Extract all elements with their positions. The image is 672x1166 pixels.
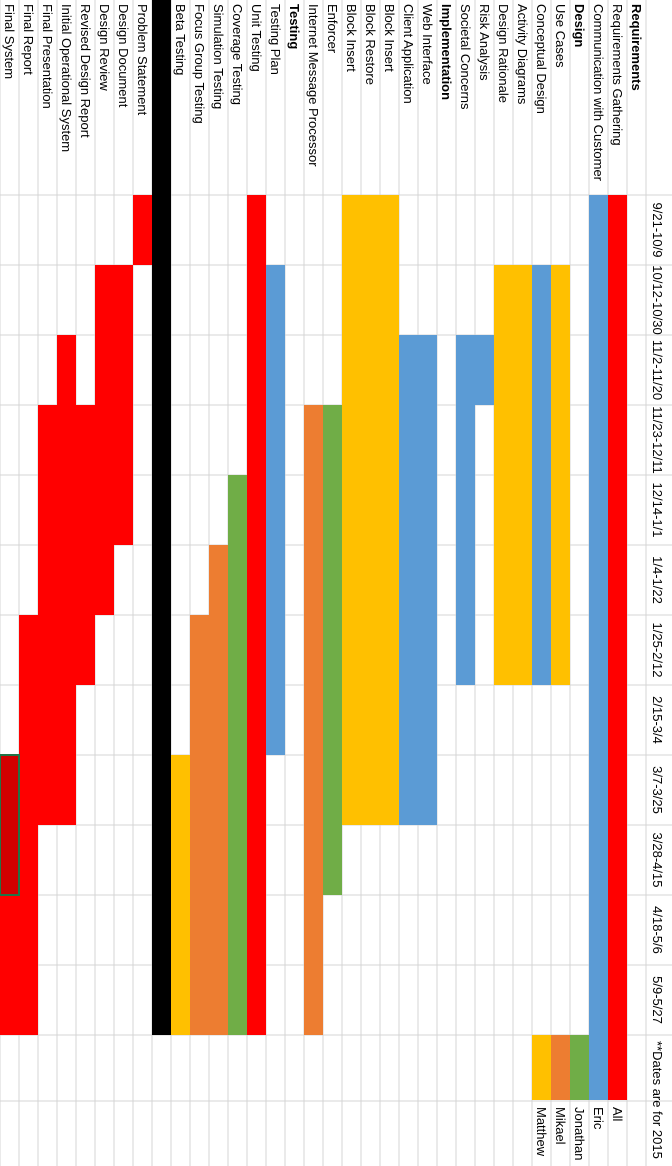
task-label: Block Restore (363, 4, 378, 85)
legend-label: Jonathan (572, 1107, 587, 1161)
task-bar (589, 195, 608, 1035)
period-header: 3/7-3/25 (650, 766, 665, 814)
task-label: Focus Group Testing (192, 4, 207, 124)
task-label: Design Document (116, 4, 131, 108)
task-label: Final Presentation (40, 4, 55, 109)
section-heading: Design (572, 4, 587, 47)
task-bar (304, 405, 323, 1035)
task-label: Problem Statement (135, 4, 150, 116)
task-bar (38, 405, 57, 825)
period-header: 11/2-11/20 (650, 340, 665, 400)
task-label: Block Insert (344, 4, 359, 72)
task-label: Design Rationale (496, 4, 511, 103)
task-label: Block Insert (382, 4, 397, 72)
period-headers: 9/21-10/9 10/12-10/30 11/2-11/20 11/23-12/1… (650, 203, 665, 1024)
task-bar (171, 755, 190, 1035)
task-bar (456, 335, 475, 685)
task-label: Final System (2, 4, 17, 79)
task-label: Internet Message Processor (306, 4, 321, 167)
task-label: Activity Diagrams (515, 4, 530, 105)
task-label: Final Report (21, 4, 36, 75)
task-label: Simulation Testing (211, 4, 226, 109)
task-bar (418, 335, 437, 825)
task-label: Client Application (401, 4, 416, 104)
legend-label: All (610, 1107, 625, 1122)
task-bar (608, 195, 627, 1035)
legend-swatch (532, 1035, 551, 1100)
section-heading: Implementation (439, 4, 454, 100)
task-bar (532, 265, 551, 685)
task-bars (0, 0, 627, 1035)
task-label: Use Cases (553, 4, 568, 68)
task-bar (361, 195, 380, 825)
task-bar (494, 265, 513, 685)
period-header: 11/23-12/11 (650, 406, 665, 473)
task-bar (209, 545, 228, 1035)
period-header: 4/18-5/6 (650, 906, 665, 954)
task-label: Communication with Customer (591, 4, 606, 182)
task-label: Risk Analysis (477, 4, 492, 81)
task-label: Web Interface (420, 4, 435, 85)
task-label: Enforcer (325, 4, 340, 54)
legend-label: Matthew (534, 1107, 549, 1157)
separator-bar (152, 0, 171, 1035)
legend-swatch (570, 1035, 589, 1100)
legend-label: Mikael (553, 1107, 568, 1145)
task-bar (342, 195, 361, 825)
task-bar (133, 195, 152, 265)
task-bar (76, 405, 95, 685)
task-label: Coverage Testing (230, 4, 245, 105)
task-bar (380, 195, 399, 825)
task-bar (551, 265, 570, 685)
legend-swatch (608, 1035, 627, 1100)
period-header: 5/9-5/27 (650, 976, 665, 1024)
task-bar (19, 615, 38, 1035)
period-header: 9/21-10/9 (650, 203, 665, 258)
task-bar (399, 335, 418, 825)
period-header: 12/14-1/1 (650, 483, 665, 538)
period-header: 1/4-1/22 (650, 556, 665, 604)
dates-note: **Dates are for 2015 (650, 1041, 665, 1159)
legend-swatch (589, 1035, 608, 1100)
selected-cell-outline[interactable] (0, 754, 20, 896)
task-bar (475, 335, 494, 405)
task-label: Initial Operational System (59, 4, 74, 152)
row-labels: Requirements Requirements Gathering Commun… (2, 4, 644, 182)
task-bar (114, 265, 133, 545)
legend: All Eric Jonathan Mikael Matthew (532, 1035, 627, 1161)
legend-swatch (551, 1035, 570, 1100)
period-header: 3/28-4/15 (650, 833, 665, 888)
task-bar (513, 265, 532, 685)
task-label: Conceptual Design (534, 4, 549, 114)
section-heading: Testing (287, 4, 302, 49)
task-label: Societal Concerns (458, 4, 473, 110)
task-label: Revised Design Report (78, 4, 93, 138)
period-header: 1/25-2/12 (650, 623, 665, 678)
task-label: Testing Plan (268, 4, 283, 75)
task-bar (95, 265, 114, 615)
task-bar (266, 265, 285, 755)
legend-label: Eric (591, 1107, 606, 1130)
task-label: Unit Testing (249, 4, 264, 72)
task-label: Design Review (97, 4, 112, 91)
task-bar (247, 195, 266, 1035)
period-header: 10/12-10/30 (650, 265, 665, 334)
section-heading: Requirements (629, 4, 644, 91)
task-label: Beta Testing (173, 4, 188, 75)
task-label: Requirements Gathering (610, 4, 625, 146)
task-bar (190, 615, 209, 1035)
period-header: 2/15-3/4 (650, 696, 665, 744)
task-bar (57, 335, 76, 825)
task-bar (323, 405, 342, 895)
task-bar (228, 475, 247, 1035)
